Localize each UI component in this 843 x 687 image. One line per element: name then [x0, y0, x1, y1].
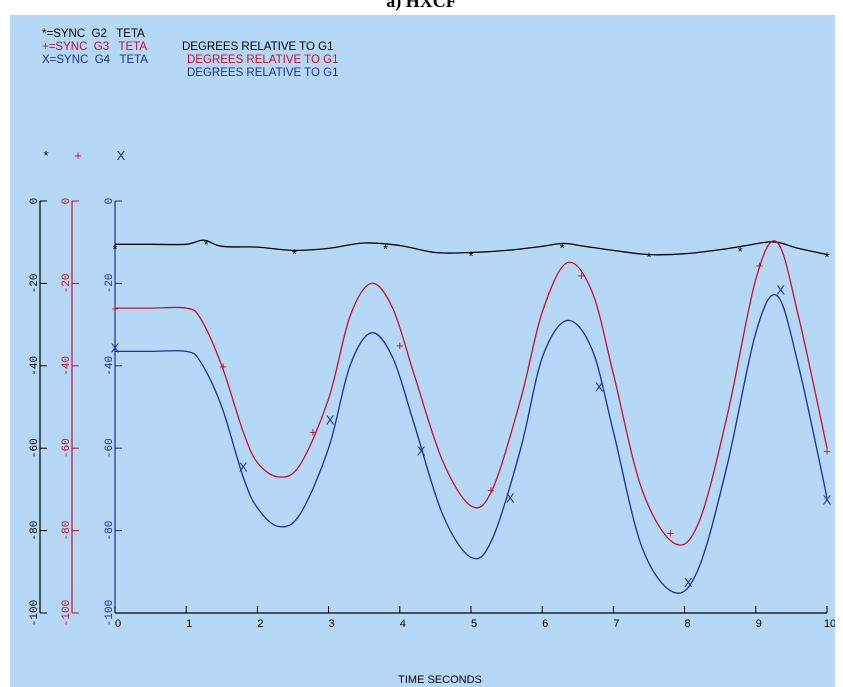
- data-marker-3: X: [776, 283, 785, 298]
- plot-frame: *=SYNC G2 TETA DEGREES RELATIVE TO G1 +=…: [10, 15, 835, 687]
- data-marker-2: +: [756, 258, 764, 273]
- y-tick-label-2: -100: [61, 600, 73, 626]
- legend-label-g2: *=SYNC G2 TETA: [42, 28, 145, 40]
- y-tick-label-2: -60: [61, 438, 73, 458]
- data-marker-1: *: [560, 240, 565, 255]
- x-tick-label: 3: [329, 618, 335, 630]
- legend-desc-g3: DEGREES RELATIVE TO G1: [187, 54, 339, 66]
- data-marker-3: X: [239, 460, 248, 475]
- x-tick-label: 7: [613, 618, 619, 630]
- data-marker-1: *: [292, 247, 297, 262]
- data-marker-2: +: [578, 268, 586, 283]
- data-marker-3: X: [595, 379, 604, 394]
- y-tick-label-1: 0: [29, 198, 41, 205]
- y-tick-label-3: -40: [104, 356, 116, 376]
- data-marker-1: *: [112, 241, 117, 256]
- y-tick-label-2: -80: [61, 521, 73, 541]
- y-tick-label-1: -100: [29, 600, 41, 626]
- y-tick-label-1: -40: [29, 356, 41, 376]
- y-tick-label-3: -60: [104, 438, 116, 458]
- x-tick-label: 1: [186, 618, 192, 630]
- data-marker-2: +: [396, 338, 404, 353]
- x-tick-label: 4: [400, 618, 406, 630]
- y-axis-symbol-1: *: [43, 148, 48, 163]
- data-marker-1: *: [646, 250, 651, 265]
- y-axis-symbol-3: X: [117, 148, 126, 163]
- data-marker-1: *: [468, 249, 473, 264]
- y-tick-label-1: -20: [29, 273, 41, 293]
- x-tick-label: 6: [542, 618, 548, 630]
- x-tick-label: 5: [471, 618, 477, 630]
- y-tick-label-2: -20: [61, 273, 73, 293]
- y-tick-label-3: -100: [104, 600, 116, 626]
- data-marker-2: +: [487, 482, 495, 497]
- x-tick-label: 8: [685, 618, 691, 630]
- line-chart: * 0 -20 -40 -60 -80 -100 +0 -20 -40 -60 -80 -100 X 0 -2…: [29, 148, 835, 686]
- data-marker-2: +: [823, 443, 831, 458]
- data-marker-3: X: [684, 575, 693, 590]
- x-tick-label: 10: [824, 618, 835, 630]
- series-line-3: [115, 294, 828, 594]
- data-marker-3: X: [823, 493, 832, 508]
- y-tick-label-3: -20: [104, 273, 116, 293]
- data-marker-1: *: [738, 244, 743, 259]
- x-tick-label: 2: [257, 618, 263, 630]
- y-tick-label-1: -80: [29, 521, 41, 541]
- x-tick-label: 9: [756, 618, 762, 630]
- y-tick-label-3: 0: [104, 198, 116, 205]
- y-tick-label-1: -60: [29, 438, 41, 458]
- legend-desc-g2: DEGREES RELATIVE TO G1: [182, 41, 334, 53]
- data-marker-2: +: [309, 425, 317, 440]
- y-tick-label-2: 0: [61, 198, 73, 205]
- legend-desc-g4: DEGREES RELATIVE TO G1: [187, 67, 339, 79]
- data-marker-3: X: [326, 412, 335, 427]
- series-line-1: [115, 239, 828, 256]
- legend-entry-g4: X=SYNC G4 TETA DEGREES RELATIVE TO G1: [42, 41, 338, 93]
- data-marker-1: *: [383, 241, 388, 256]
- legend-label-g3: +=SYNC G3 TETA: [42, 41, 148, 53]
- data-marker-2: +: [667, 526, 675, 541]
- legend-entry-g2: *=SYNC G2 TETA DEGREES RELATIVE TO G1: [42, 15, 333, 67]
- data-marker-2: +: [219, 359, 227, 374]
- series-line-2: [115, 240, 828, 546]
- top-caption: a) HXCF: [386, 0, 457, 11]
- y-tick-label-2: -40: [61, 356, 73, 376]
- data-marker-3: X: [417, 443, 426, 458]
- data-marker-2: +: [111, 301, 119, 316]
- legend-entry-g3: +=SYNC G3 TETA DEGREES RELATIVE TO G1: [42, 28, 338, 80]
- x-axis-label: TIME SECONDS: [398, 674, 482, 686]
- y-tick-label-3: -80: [104, 521, 116, 541]
- data-marker-3: X: [506, 491, 515, 506]
- x-tick-label: 0: [115, 618, 121, 630]
- y-axis-symbol-2: +: [74, 148, 82, 163]
- data-marker-1: *: [824, 250, 829, 265]
- legend-label-g4: X=SYNC G4 TETA: [42, 54, 148, 66]
- data-marker-3: X: [111, 340, 120, 355]
- data-marker-1: *: [204, 237, 209, 252]
